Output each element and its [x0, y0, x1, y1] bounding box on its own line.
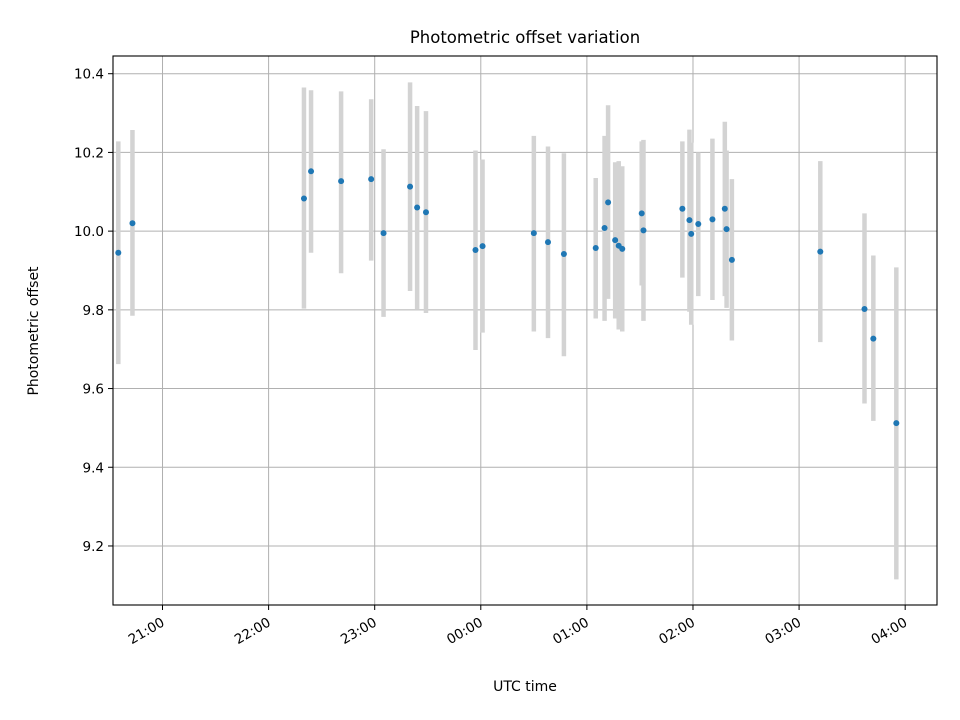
- x-tick-label: 00:00: [444, 615, 486, 648]
- data-point: [709, 216, 716, 223]
- data-point: [612, 237, 619, 244]
- data-point: [640, 227, 647, 234]
- x-tick-label: 21:00: [126, 615, 168, 648]
- data-point: [679, 205, 686, 212]
- data-point: [861, 306, 868, 313]
- data-point: [368, 176, 375, 183]
- data-point: [544, 239, 551, 246]
- data-point: [592, 245, 599, 252]
- x-tick-label: 23:00: [338, 615, 380, 648]
- data-point: [728, 256, 735, 263]
- data-point: [380, 230, 387, 237]
- data-point: [686, 217, 693, 224]
- data-point: [472, 247, 479, 254]
- data-point: [560, 250, 567, 257]
- data-point: [695, 221, 702, 228]
- data-points: [115, 168, 900, 427]
- data-point: [688, 230, 695, 237]
- y-tick-label: 9.2: [83, 539, 104, 555]
- data-point: [530, 230, 537, 237]
- data-point: [638, 210, 645, 217]
- y-tick-label: 9.6: [83, 382, 104, 398]
- x-tick-label: 22:00: [232, 615, 274, 648]
- x-axis-ticks: 21:00 22:00 23:00 00:00 01:00 02:00 03:00 04:00: [126, 605, 910, 648]
- x-tick-label: 01:00: [550, 615, 592, 648]
- data-point: [605, 199, 612, 206]
- y-tick-label: 9.8: [83, 303, 104, 319]
- data-point: [129, 220, 136, 227]
- data-point: [338, 178, 345, 185]
- y-tick-label: 10.2: [74, 145, 104, 161]
- data-point: [300, 195, 307, 202]
- x-tick-label: 02:00: [656, 615, 698, 648]
- y-tick-label: 9.4: [83, 460, 104, 476]
- y-axis-label: Photometric offset: [26, 266, 42, 396]
- x-tick-label: 04:00: [868, 615, 910, 648]
- y-axis-ticks: 9.2 9.4 9.6 9.8 10.0 10.2 10.4: [74, 67, 113, 555]
- y-tick-label: 10.4: [74, 67, 104, 83]
- data-point: [414, 204, 421, 211]
- data-point: [601, 224, 608, 231]
- data-point: [721, 205, 728, 212]
- data-point: [115, 249, 122, 256]
- plot-frame: [112, 55, 938, 606]
- x-axis-label: UTC time: [493, 679, 557, 695]
- data-point: [308, 168, 315, 175]
- grid-lines: [113, 56, 937, 605]
- data-point: [479, 243, 486, 250]
- data-point: [893, 420, 900, 427]
- y-tick-label: 10.0: [74, 224, 104, 240]
- x-tick-label: 03:00: [762, 615, 804, 648]
- data-point: [723, 226, 730, 233]
- data-point: [870, 335, 877, 342]
- data-point: [817, 248, 824, 255]
- data-point: [407, 183, 414, 190]
- data-point: [422, 209, 429, 216]
- data-point: [619, 245, 626, 252]
- error-bars: [116, 82, 899, 580]
- chart-title: Photometric offset variation: [410, 28, 640, 47]
